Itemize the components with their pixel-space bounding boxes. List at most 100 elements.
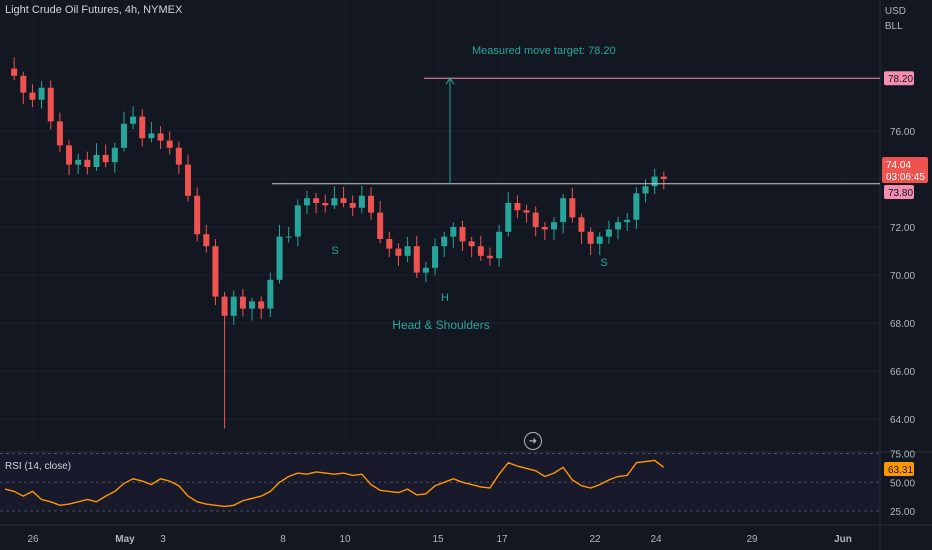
- left-shoulder-label: S: [331, 245, 338, 257]
- candle-body: [432, 246, 439, 268]
- candle-body: [230, 296, 237, 316]
- neckline-tag-bg: [884, 185, 914, 199]
- candle-body: [294, 205, 301, 237]
- unit-code: BLL: [884, 21, 903, 32]
- candle-body: [450, 227, 457, 237]
- price-tick: 70.00: [890, 271, 915, 282]
- candle-body: [560, 198, 567, 223]
- rsi-title: RSI (14, close): [5, 461, 72, 472]
- candle-body: [642, 186, 649, 194]
- candle-body: [166, 140, 173, 148]
- candle-body: [505, 203, 512, 232]
- candle-body: [596, 236, 603, 244]
- candle-body: [203, 234, 210, 247]
- candle-body: [212, 246, 219, 297]
- rsi-value-tag: 63.31: [888, 465, 913, 476]
- candle-body: [523, 210, 530, 213]
- candle-body: [441, 236, 448, 247]
- target-label: Measured move target: 78.20: [472, 45, 616, 57]
- candles: [11, 57, 667, 429]
- candle-body: [615, 222, 622, 230]
- candle-body: [578, 217, 585, 232]
- neckline-tag: 73.80: [888, 188, 913, 199]
- candle-body: [11, 68, 18, 76]
- rsi-tick: 75.00: [890, 450, 915, 461]
- time-tick: 17: [496, 534, 508, 545]
- time-tick: 22: [589, 534, 601, 545]
- candle-body: [386, 239, 393, 249]
- price-tick: 76.00: [890, 127, 915, 138]
- candle-body: [120, 123, 127, 148]
- candle-body: [194, 195, 201, 235]
- candle-body: [148, 133, 155, 139]
- candle-body: [322, 203, 329, 206]
- time-tick: Jun: [834, 534, 852, 545]
- candle-body: [56, 121, 63, 146]
- time-tick: 26: [27, 534, 39, 545]
- candle-body: [468, 241, 475, 247]
- candle-body: [175, 147, 182, 165]
- candle-body: [130, 116, 137, 124]
- candle-body: [249, 301, 256, 309]
- candle-body: [349, 203, 356, 208]
- time-tick: 15: [432, 534, 444, 545]
- candle-body: [84, 159, 91, 167]
- candle-body: [75, 159, 82, 165]
- candle-body: [102, 155, 109, 163]
- candle-body: [185, 164, 191, 196]
- candle-body: [486, 255, 493, 259]
- head-label: H: [441, 292, 449, 304]
- candle-body: [633, 193, 640, 220]
- countdown-tag: 03:06:45: [886, 172, 925, 183]
- candle-body: [139, 116, 146, 139]
- time-axis: 26 May 3 8 10 15 17 22 24 29 Jun: [27, 534, 851, 545]
- rsi-tag-bg: [884, 462, 914, 476]
- time-tick: May: [115, 534, 135, 545]
- candle-body: [514, 203, 521, 211]
- price-tick: 68.00: [890, 319, 915, 330]
- candle-body: [569, 198, 576, 218]
- candle-body: [38, 87, 45, 100]
- candle-body: [587, 231, 594, 244]
- candle-body: [413, 246, 420, 273]
- candle-body: [459, 227, 466, 242]
- candle-body: [532, 212, 539, 227]
- candle-body: [93, 155, 100, 167]
- target-tag-bg: [884, 71, 914, 86]
- candle-body: [340, 198, 347, 203]
- rsi-tick: 50.00: [890, 478, 915, 489]
- candle-body: [66, 145, 73, 165]
- right-shoulder-label: S: [600, 257, 607, 269]
- currency-code: USD: [884, 6, 906, 17]
- candle-body: [496, 231, 503, 259]
- rsi-tick: 25.00: [890, 507, 915, 518]
- candle-body: [651, 176, 658, 187]
- candle-body: [358, 195, 365, 208]
- last-price-bg: [882, 157, 928, 183]
- currency-label: USD BLL: [885, 4, 906, 34]
- arrow-circle-icon[interactable]: ➜: [524, 432, 542, 450]
- candle-body: [313, 198, 320, 203]
- candle-body: [660, 176, 667, 179]
- pattern-label: Head & Shoulders: [392, 318, 489, 332]
- candle-body: [29, 92, 36, 100]
- time-tick: 24: [650, 534, 662, 545]
- candle-body: [285, 236, 292, 238]
- rsi-line: [4, 459, 665, 508]
- candle-body: [47, 87, 54, 122]
- candle-body: [368, 195, 374, 213]
- price-tick: 72.00: [890, 223, 915, 234]
- price-tick: 64.00: [890, 415, 915, 426]
- candle-body: [111, 147, 118, 163]
- candle-body: [551, 222, 557, 230]
- rsi-band-fill: [0, 453, 880, 511]
- candle-body: [267, 279, 274, 309]
- candle-body: [20, 75, 27, 93]
- pattern-overlay: Measured move target: 78.20 S H S Head & Sho…: [272, 45, 880, 332]
- time-tick: 29: [746, 534, 758, 545]
- price-tick: 66.00: [890, 367, 915, 378]
- candle-body: [605, 229, 612, 237]
- candle-body: [221, 296, 228, 316]
